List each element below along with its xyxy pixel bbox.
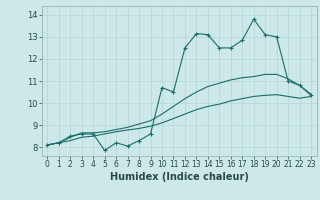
X-axis label: Humidex (Indice chaleur): Humidex (Indice chaleur) [110,172,249,182]
